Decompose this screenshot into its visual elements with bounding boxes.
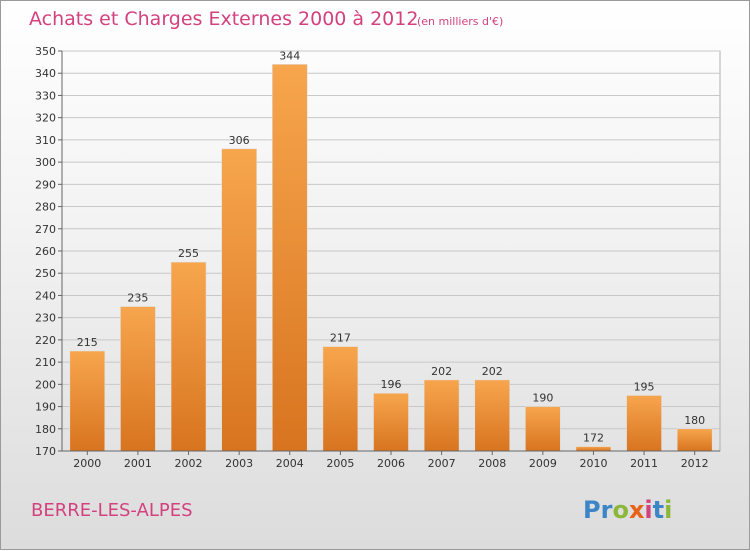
- bar-2012: [676, 428, 713, 452]
- y-tick-label: 260: [35, 245, 56, 258]
- x-tick-label-2011: 2011: [630, 457, 658, 470]
- data-label-2000: 215: [77, 336, 98, 349]
- x-tick-label-2012: 2012: [681, 457, 709, 470]
- chart-subtitle: (en milliers d'€): [417, 15, 503, 28]
- y-tick-label: 330: [35, 89, 56, 102]
- y-tick-label: 240: [35, 289, 56, 302]
- y-tick-label: 210: [35, 356, 56, 369]
- place-name: BERRE-LES-ALPES: [31, 500, 193, 521]
- logo-letter: i: [644, 496, 652, 524]
- logo-letter: i: [664, 496, 672, 524]
- y-tick-label: 180: [35, 423, 56, 436]
- bar-2010: [575, 446, 612, 452]
- data-label-2006: 196: [381, 378, 402, 391]
- bar-2003: [221, 148, 257, 452]
- bar-2000: [69, 350, 106, 452]
- chart-title: Achats et Charges Externes 2000 à 2012: [29, 8, 418, 30]
- y-tick-label: 170: [35, 445, 56, 458]
- x-tick-label-2007: 2007: [428, 457, 456, 470]
- logo-letter: P: [583, 496, 601, 524]
- x-tick-label-2000: 2000: [73, 457, 101, 470]
- data-label-2004: 344: [279, 49, 300, 62]
- y-tick-label: 310: [35, 134, 56, 147]
- y-tick-label: 290: [35, 178, 56, 191]
- x-tick-label-2001: 2001: [124, 457, 152, 470]
- x-tick-label-2005: 2005: [326, 457, 354, 470]
- bar-2006: [373, 392, 409, 452]
- logo-letter: x: [629, 496, 645, 524]
- bar-2004: [271, 64, 308, 452]
- grid: [61, 50, 721, 452]
- data-label-2008: 202: [482, 365, 503, 378]
- bars: 215 235 255 306 344 217 196 202 202 190 172 195 180: [69, 49, 713, 452]
- bar-2001: [120, 306, 156, 452]
- logo-letter: r: [601, 496, 613, 524]
- data-label-2007: 202: [431, 365, 452, 378]
- data-label-2012: 180: [684, 414, 705, 427]
- data-label-2010: 172: [583, 432, 604, 445]
- y-tick-label: 200: [35, 378, 56, 391]
- x-axis: 2000 2001 2002 2003 2004 2005 2006 2007 2008 2009…: [62, 450, 720, 470]
- y-tick-label: 270: [35, 223, 56, 236]
- y-tick-label: 280: [35, 201, 56, 214]
- bar-2005: [322, 346, 359, 452]
- data-label-2009: 190: [532, 392, 553, 405]
- x-tick-label-2003: 2003: [225, 457, 253, 470]
- x-tick-label-2009: 2009: [529, 457, 557, 470]
- y-tick-label: 340: [35, 67, 56, 80]
- data-label-2003: 306: [229, 134, 250, 147]
- x-tick-label-2010: 2010: [579, 457, 607, 470]
- data-label-2002: 255: [178, 247, 199, 260]
- bar-2008: [474, 379, 511, 452]
- y-tick-label: 300: [35, 156, 56, 169]
- logo-letter: t: [653, 496, 664, 524]
- bar-2002: [170, 261, 207, 452]
- x-tick-label-2006: 2006: [377, 457, 405, 470]
- y-tick-label: 220: [35, 334, 56, 347]
- data-label-2011: 195: [634, 380, 655, 393]
- data-label-2005: 217: [330, 332, 351, 345]
- proxiti-logo: Proxiti: [583, 496, 672, 524]
- y-tick-label: 250: [35, 267, 56, 280]
- data-label-2001: 235: [127, 292, 148, 305]
- bar-2009: [525, 406, 561, 452]
- logo-letter: o: [612, 496, 629, 524]
- y-axis: 170 180 190 200 210 220 230 240 250 260 270 280 290 3…: [35, 45, 63, 458]
- x-tick-label-2004: 2004: [276, 457, 304, 470]
- y-tick-label: 320: [35, 112, 56, 125]
- y-tick-label: 350: [35, 45, 56, 58]
- bar-2011: [626, 395, 662, 452]
- x-tick-label-2008: 2008: [478, 457, 506, 470]
- y-tick-label: 230: [35, 312, 56, 325]
- bar-2007: [423, 379, 460, 452]
- x-tick-label-2002: 2002: [175, 457, 203, 470]
- y-tick-label: 190: [35, 401, 56, 414]
